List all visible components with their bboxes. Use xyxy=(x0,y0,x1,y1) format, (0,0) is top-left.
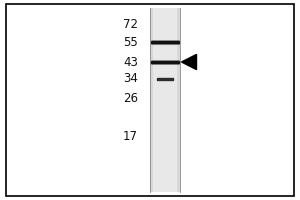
Text: 72: 72 xyxy=(123,18,138,30)
Text: 43: 43 xyxy=(123,55,138,68)
Polygon shape xyxy=(182,54,196,70)
Text: 55: 55 xyxy=(123,36,138,48)
Text: 26: 26 xyxy=(123,92,138,104)
Bar xyxy=(150,8,180,192)
Bar xyxy=(153,8,177,192)
Text: 34: 34 xyxy=(123,72,138,84)
Text: 17: 17 xyxy=(123,130,138,142)
